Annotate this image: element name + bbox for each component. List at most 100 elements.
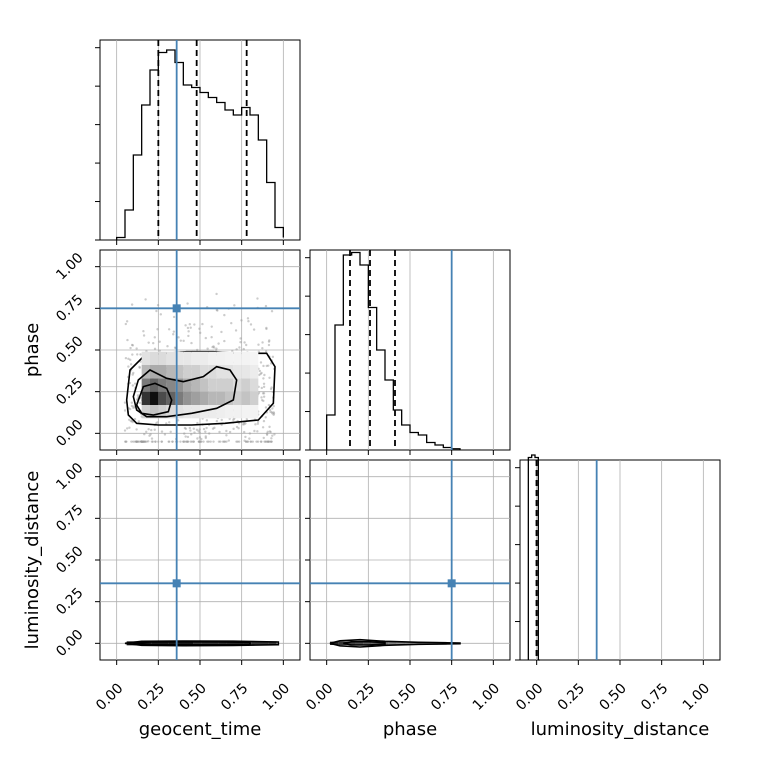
density-contour <box>133 641 251 646</box>
density-cell <box>355 641 364 645</box>
scatter-point <box>268 425 271 429</box>
scatter-point <box>209 440 212 443</box>
scatter-point <box>142 334 146 337</box>
scatter-point <box>143 440 146 443</box>
density-cell <box>233 378 242 392</box>
scatter-point <box>223 339 226 343</box>
scatter-point <box>184 435 187 438</box>
scatter-point <box>259 440 263 443</box>
scatter-point <box>195 428 199 431</box>
scatter-point <box>223 313 226 317</box>
scatter-point <box>248 432 252 435</box>
scatter-point <box>158 340 161 343</box>
x-tick-label: 1.00 <box>680 680 713 713</box>
scatter-point <box>130 401 134 404</box>
y-tick-label: 0.25 <box>53 585 86 618</box>
scatter-point <box>130 419 134 423</box>
scatter-point <box>245 343 248 347</box>
scatter-point <box>150 440 154 443</box>
density-cell <box>250 378 259 392</box>
density-cell <box>175 405 184 419</box>
density-cell <box>225 351 234 365</box>
density-cell <box>250 391 259 405</box>
scatter-point <box>198 428 201 431</box>
density-cell <box>150 351 159 365</box>
scatter-point <box>127 357 130 361</box>
scatter-point <box>123 409 127 412</box>
scatter-point <box>233 304 236 307</box>
density-cell <box>216 405 225 419</box>
density-cell <box>201 641 210 646</box>
scatter-point <box>261 346 264 350</box>
density-cell <box>218 641 227 646</box>
scatter-point <box>131 384 135 387</box>
scatter-point <box>138 440 141 443</box>
scatter-point <box>168 421 171 424</box>
x-tick-label: 0.50 <box>596 680 629 713</box>
scatter-point <box>253 429 256 433</box>
density-cell <box>183 365 192 379</box>
scatter-point <box>225 434 228 437</box>
density-contour-inner <box>135 382 173 416</box>
scatter-point <box>136 353 139 356</box>
density-cell <box>166 378 175 392</box>
scatter-point <box>264 440 267 443</box>
y-tick-label: 0.50 <box>53 333 86 366</box>
scatter-point <box>130 303 134 306</box>
scatter-point <box>126 338 129 342</box>
density-cell <box>338 641 347 645</box>
scatter-point <box>264 406 268 409</box>
scatter-point <box>234 329 238 332</box>
density-cell <box>226 641 235 646</box>
scatter-point <box>231 349 234 353</box>
density-cell <box>268 641 277 646</box>
density-cell <box>191 351 200 365</box>
scatter-point <box>268 376 271 379</box>
density-cell <box>241 391 250 405</box>
density-cell <box>241 365 250 379</box>
density-cell <box>225 405 234 419</box>
scatter-point <box>135 347 138 350</box>
density-cell <box>183 405 192 419</box>
scatter-point <box>155 309 158 313</box>
density-cell <box>225 391 234 405</box>
scatter-point <box>258 369 262 373</box>
density-cell <box>208 405 217 419</box>
scatter-point <box>190 433 193 436</box>
scatter-point <box>179 440 182 443</box>
scatter-point <box>260 371 263 375</box>
scatter-point <box>200 440 203 443</box>
y-tick-label: 0.00 <box>53 627 86 660</box>
scatter-point <box>153 336 156 339</box>
scatter-point <box>261 392 265 395</box>
scatter-point <box>256 440 260 443</box>
scatter-point <box>184 324 187 327</box>
density-cell <box>241 405 250 419</box>
scatter-point <box>249 440 253 443</box>
density-cell <box>241 378 250 392</box>
density-cell <box>208 391 217 405</box>
density-contour <box>329 638 461 648</box>
scatter-point <box>244 435 247 439</box>
scatter-point <box>186 302 189 305</box>
y-tick-label: 0.25 <box>53 375 86 408</box>
scatter-point <box>204 435 207 438</box>
scatter-point <box>257 343 260 346</box>
scatter-point <box>205 426 208 430</box>
density-cell <box>141 365 150 379</box>
scatter-point <box>138 365 141 369</box>
density-cell <box>151 641 160 646</box>
scatter-point <box>210 336 213 339</box>
density-cell <box>191 378 200 392</box>
density-cell <box>216 351 225 365</box>
x-tick-label: 0.75 <box>428 680 461 713</box>
density-cell <box>216 391 225 405</box>
x-tick-label: 0.25 <box>345 680 378 713</box>
truth-marker <box>447 579 456 588</box>
y-axis-label-phase: phase <box>22 323 43 377</box>
scatter-point <box>158 349 161 352</box>
scatter-point <box>123 401 127 404</box>
x-tick-label: 0.75 <box>218 680 251 713</box>
density-cell <box>371 641 380 645</box>
density-cell <box>210 641 219 646</box>
